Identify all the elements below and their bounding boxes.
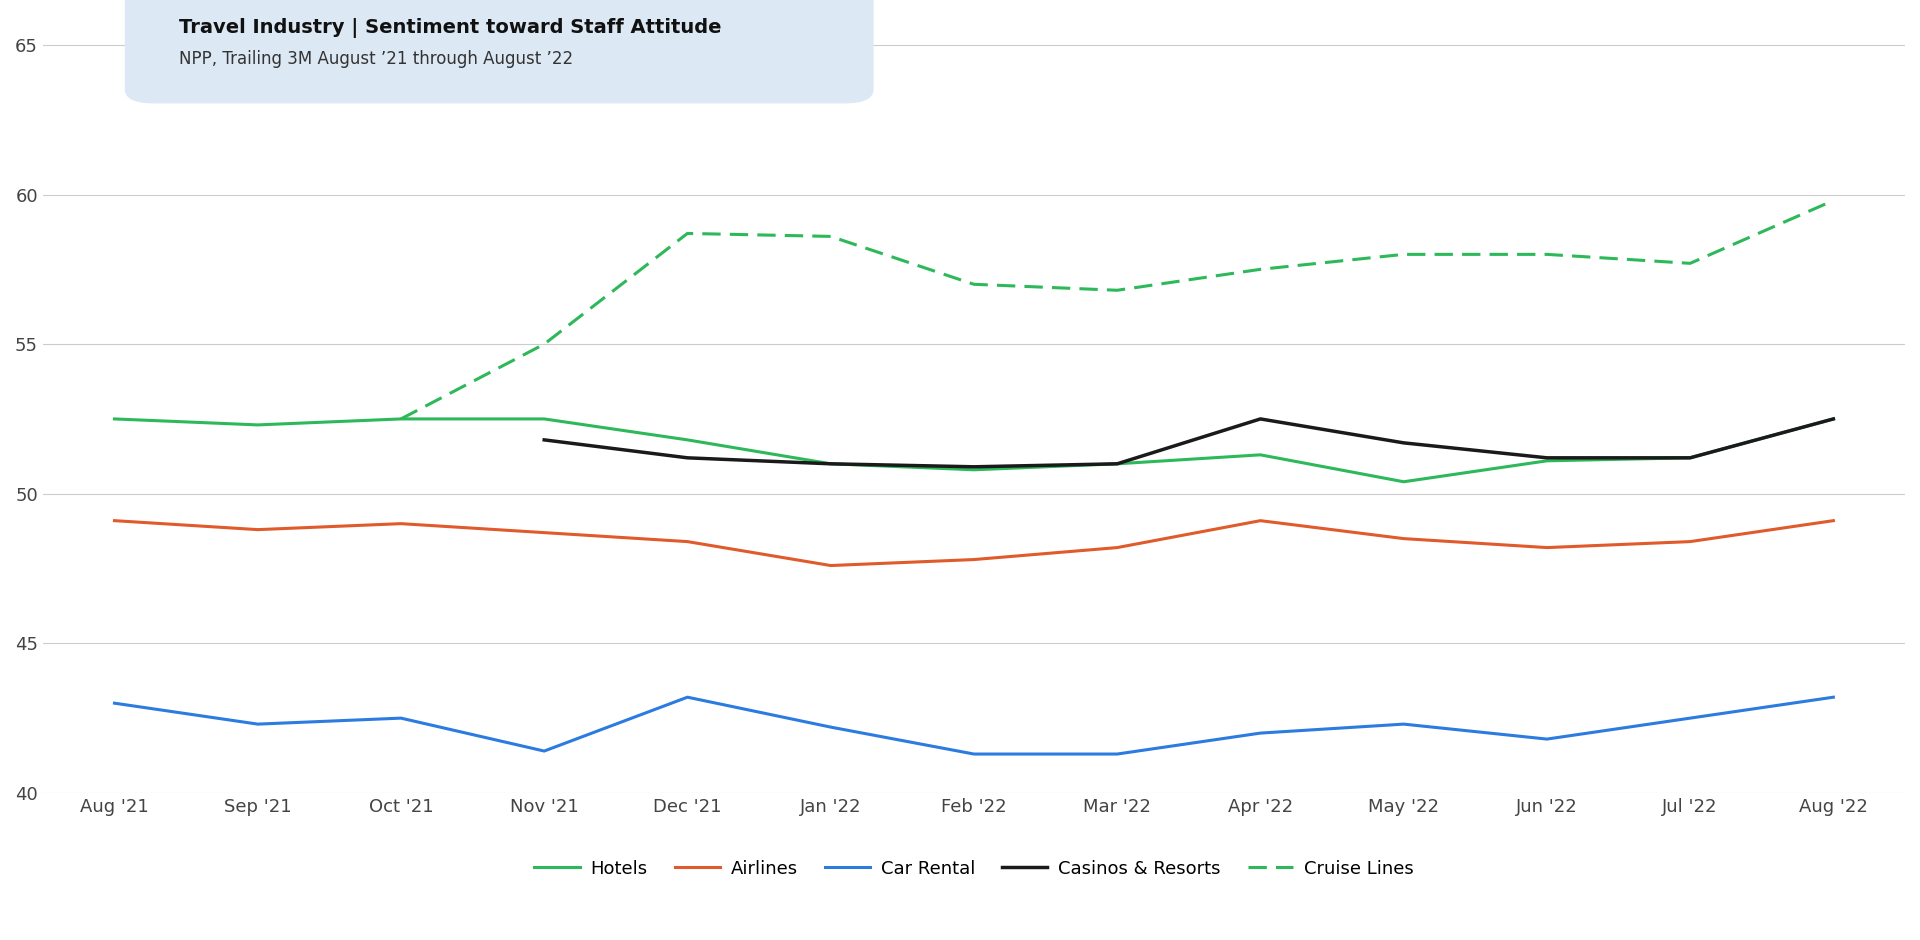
- Text: NPP, Trailing 3M August ’21 through August ’22: NPP, Trailing 3M August ’21 through Augu…: [179, 50, 572, 68]
- Legend: Hotels, Airlines, Car Rental, Casinos & Resorts, Cruise Lines: Hotels, Airlines, Car Rental, Casinos & …: [528, 853, 1421, 885]
- Text: Travel Industry | Sentiment toward Staff Attitude: Travel Industry | Sentiment toward Staff…: [179, 18, 722, 38]
